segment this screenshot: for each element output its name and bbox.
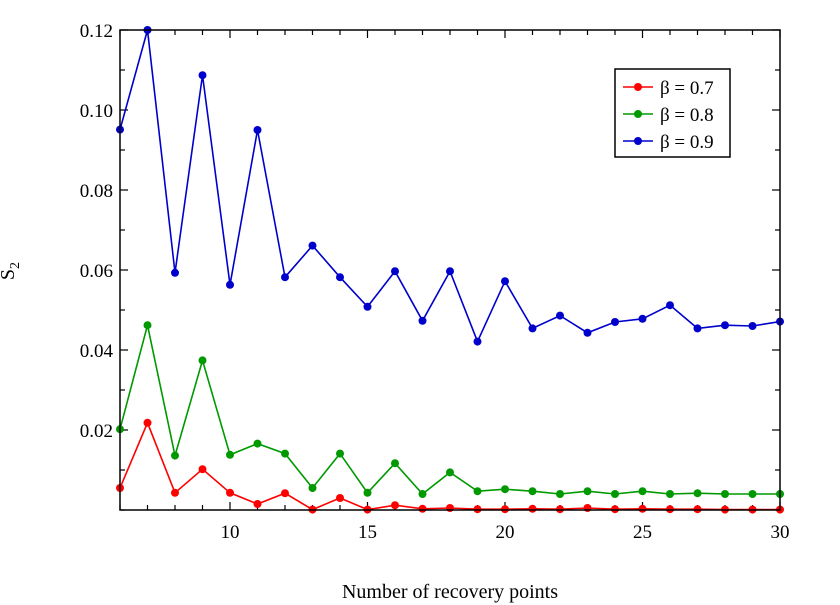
data-point bbox=[418, 490, 427, 498]
y-axis-title-main: S bbox=[0, 269, 19, 280]
legend-label: β = 0.8 bbox=[660, 105, 714, 126]
y-axis-title: S2 bbox=[0, 262, 23, 280]
data-point bbox=[363, 302, 372, 311]
data-point bbox=[501, 277, 509, 286]
data-point bbox=[528, 504, 537, 513]
legend-entry: β = 0.8 bbox=[623, 105, 714, 126]
data-point bbox=[501, 485, 509, 494]
legend-entry: β = 0.9 bbox=[623, 132, 714, 153]
y-tick-label: 0.08 bbox=[80, 181, 113, 202]
data-point bbox=[391, 501, 399, 510]
data-point bbox=[638, 314, 647, 323]
data-point bbox=[721, 490, 729, 498]
data-point bbox=[748, 490, 757, 498]
data-point bbox=[171, 488, 179, 497]
legend-marker bbox=[634, 110, 642, 118]
x-tick-label: 10 bbox=[221, 522, 240, 543]
legend-marker bbox=[634, 83, 642, 91]
data-point bbox=[198, 71, 207, 80]
data-point bbox=[391, 267, 399, 276]
y-tick-label: 0.10 bbox=[80, 101, 113, 122]
series-layer bbox=[116, 26, 784, 514]
data-point bbox=[501, 505, 509, 514]
x-tick-label: 25 bbox=[633, 522, 652, 543]
plot-frame bbox=[119, 29, 781, 511]
data-point bbox=[281, 273, 289, 282]
series-3 bbox=[116, 26, 784, 346]
data-point bbox=[583, 328, 592, 337]
y-tick-label: 0.12 bbox=[80, 21, 113, 42]
data-point bbox=[336, 494, 344, 502]
data-point bbox=[611, 318, 619, 326]
data-point bbox=[391, 459, 399, 468]
legend-label: β = 0.9 bbox=[660, 132, 714, 153]
data-point bbox=[583, 487, 592, 496]
data-point bbox=[473, 337, 482, 346]
tick-labels: 10 15 20 25 30 0.02 0.04 0.06 0.08 0.10 0.12 bbox=[80, 21, 790, 543]
data-point bbox=[611, 490, 619, 498]
data-point bbox=[638, 504, 647, 513]
data-point bbox=[363, 488, 372, 497]
data-point bbox=[418, 504, 427, 513]
data-point bbox=[198, 465, 207, 474]
data-point bbox=[143, 321, 152, 330]
data-point bbox=[693, 324, 702, 333]
data-point bbox=[721, 321, 729, 330]
data-point bbox=[528, 324, 537, 333]
y-axis-title-subscript: 2 bbox=[8, 262, 23, 269]
data-point bbox=[253, 126, 262, 134]
data-point bbox=[611, 505, 619, 514]
y-tick-label: 0.04 bbox=[80, 341, 114, 362]
x-axis-title: Number of recovery points bbox=[342, 581, 558, 603]
data-point bbox=[748, 322, 757, 330]
data-point bbox=[446, 267, 454, 276]
x-tick-label: 15 bbox=[358, 522, 377, 543]
data-point bbox=[226, 450, 234, 459]
data-point bbox=[446, 504, 454, 512]
legend: β = 0.7 β = 0.8 β = 0.9 bbox=[614, 68, 731, 158]
data-point bbox=[473, 505, 482, 514]
data-point bbox=[693, 505, 702, 514]
data-point bbox=[281, 449, 289, 458]
legend-label: β = 0.7 bbox=[660, 78, 714, 99]
data-point bbox=[171, 268, 179, 277]
data-point bbox=[666, 490, 674, 498]
data-point bbox=[446, 468, 454, 477]
data-point bbox=[308, 241, 317, 250]
data-point bbox=[693, 489, 702, 498]
data-point bbox=[253, 439, 262, 448]
series-2 bbox=[116, 321, 784, 498]
data-point bbox=[308, 484, 317, 492]
data-point bbox=[336, 273, 344, 282]
data-point bbox=[336, 449, 344, 458]
x-tick-label: 30 bbox=[771, 522, 790, 543]
data-point bbox=[253, 500, 262, 508]
data-point bbox=[556, 311, 564, 320]
data-point bbox=[666, 505, 674, 514]
data-point bbox=[473, 487, 482, 496]
data-point bbox=[281, 489, 289, 498]
data-point bbox=[583, 504, 592, 512]
data-point bbox=[198, 356, 207, 365]
y-tick-label: 0.06 bbox=[80, 261, 113, 282]
data-point bbox=[143, 418, 152, 427]
y-tick-label: 0.02 bbox=[80, 421, 113, 442]
data-point bbox=[226, 280, 234, 289]
data-point bbox=[418, 316, 427, 325]
series-1 bbox=[116, 418, 784, 514]
data-point bbox=[171, 451, 179, 460]
data-point bbox=[666, 301, 674, 310]
x-tick-label: 20 bbox=[496, 522, 515, 543]
data-point bbox=[556, 505, 564, 514]
series-line bbox=[119, 420, 780, 511]
data-point bbox=[638, 487, 647, 496]
legend-entry: β = 0.7 bbox=[623, 78, 714, 99]
data-point bbox=[528, 487, 537, 496]
data-point bbox=[556, 490, 564, 498]
data-point bbox=[226, 488, 234, 497]
legend-marker bbox=[634, 137, 642, 145]
